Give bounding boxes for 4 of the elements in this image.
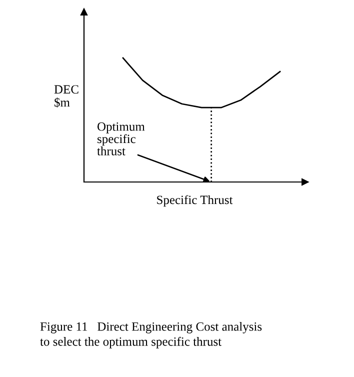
- y-axis-title: DEC $m: [54, 85, 78, 108]
- x-axis-title: Specific Thrust: [157, 195, 233, 207]
- caption: Figure 11 Direct Engineering Cost analysis to select the optimum specific thrust: [40, 322, 262, 348]
- annotation: Optimum specific thrust: [97, 122, 145, 156]
